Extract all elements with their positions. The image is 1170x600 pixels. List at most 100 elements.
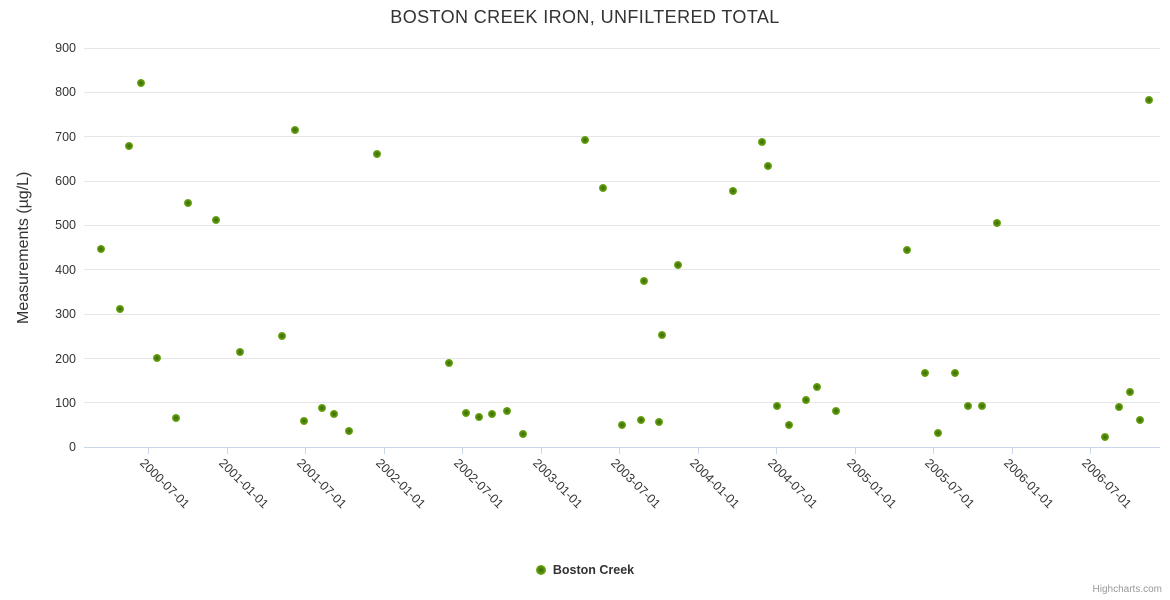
data-point[interactable] [503,406,512,415]
highcharts-credits-link[interactable]: Highcharts.com [1092,584,1162,595]
x-axis-tick-label: 2005-07-01 [922,456,978,512]
data-point[interactable] [290,126,299,135]
data-point[interactable] [636,416,645,425]
data-point[interactable] [993,218,1002,227]
y-axis-tick-label: 500 [55,218,76,233]
data-point[interactable] [757,138,766,147]
data-point[interactable] [299,417,308,426]
data-point[interactable] [728,186,737,195]
y-gridline [84,91,1160,93]
data-point[interactable] [96,244,105,253]
y-axis-tick-label: 700 [55,129,76,144]
x-axis-tick-label: 2001-07-01 [294,456,350,512]
x-axis-tick [540,448,542,454]
x-axis-tick-label: 2000-07-01 [137,456,193,512]
x-axis-tick-label: 2001-01-01 [216,456,272,512]
x-axis-tick [227,448,229,454]
legend-label: Boston Creek [552,563,635,577]
data-point[interactable] [598,183,607,192]
data-point[interactable] [639,276,648,285]
data-point[interactable] [1126,388,1134,397]
data-point[interactable] [951,368,960,377]
data-point[interactable] [964,402,973,411]
x-axis-line [84,447,1160,448]
x-axis-tick [304,448,306,454]
x-axis-tick-label: 2003-07-01 [607,456,664,512]
data-point[interactable] [802,396,811,405]
data-point[interactable] [1145,96,1154,105]
data-point[interactable] [773,402,782,411]
y-gridline [84,224,1160,226]
data-point[interactable] [474,413,483,422]
data-point[interactable] [444,359,453,368]
y-gridline [84,402,1160,404]
data-point[interactable] [152,353,161,362]
data-point[interactable] [903,246,912,255]
data-point[interactable] [977,401,986,410]
x-axis-tick [933,448,935,454]
x-axis-tick [776,448,778,454]
x-axis-tick [855,448,857,454]
data-point[interactable] [330,409,339,418]
x-axis-tick-label: 2006-01-01 [1001,456,1057,512]
data-point[interactable] [171,414,180,423]
chart-title: BOSTON CREEK IRON, UNFILTERED TOTAL [390,7,780,27]
y-gridline [84,313,1160,315]
x-axis-tick-label: 2005-01-01 [844,456,900,512]
data-point[interactable] [317,404,326,413]
data-point[interactable] [933,429,942,438]
data-point[interactable] [657,331,666,340]
x-axis-tick [461,448,463,454]
x-axis-tick-label: 2003-01-01 [530,456,586,512]
y-axis-title: Measurements (µg/L) [15,171,32,325]
data-point[interactable] [236,347,244,356]
data-point[interactable] [1135,416,1144,425]
y-axis-tick-label: 100 [55,395,76,410]
data-point[interactable] [211,216,220,225]
data-point[interactable] [487,409,496,418]
y-gridline [84,358,1160,360]
data-point[interactable] [813,382,822,391]
data-point[interactable] [183,198,192,207]
y-gridline [84,180,1160,182]
data-point[interactable] [344,426,353,435]
data-point[interactable] [461,408,470,417]
x-axis-tick-label: 2002-07-01 [450,456,507,512]
data-point[interactable] [519,430,528,439]
data-point[interactable] [763,162,772,170]
y-axis-tick-label: 300 [55,307,76,322]
y-axis-tick-label: 900 [55,41,76,55]
data-point[interactable] [1114,403,1123,412]
data-point[interactable] [373,149,382,158]
y-axis-tick-label: 400 [55,262,76,277]
data-point[interactable] [125,142,134,151]
y-axis-tick-label: 800 [55,85,76,100]
data-point[interactable] [655,417,664,426]
y-axis-tick-label: 0 [69,440,76,455]
data-point[interactable] [137,79,146,88]
legend-item-boston-creek[interactable]: Boston Creek [0,563,1170,577]
data-point[interactable] [617,421,626,430]
data-point[interactable] [1101,433,1110,442]
x-axis-tick [618,448,620,454]
y-axis-tick-label: 200 [55,351,76,366]
x-axis-tick [697,448,699,454]
data-point[interactable] [832,406,841,415]
x-axis-tick-label: 2004-01-01 [686,456,743,512]
data-point[interactable] [277,332,286,341]
data-point[interactable] [673,260,682,269]
x-axis-tick-label: 2004-07-01 [765,456,821,512]
x-axis-tick-label: 2002-01-01 [373,456,429,512]
y-gridline [84,47,1160,49]
y-gridline [84,269,1160,271]
x-axis-tick-label: 2006-07-01 [1079,456,1135,512]
y-axis-tick-label: 600 [55,174,76,189]
x-axis-tick [384,448,386,454]
legend-marker-icon [535,565,546,575]
x-axis-tick [1012,448,1014,454]
data-point[interactable] [785,420,794,429]
data-point[interactable] [580,135,589,144]
data-point[interactable] [921,369,930,378]
data-point[interactable] [116,305,125,314]
